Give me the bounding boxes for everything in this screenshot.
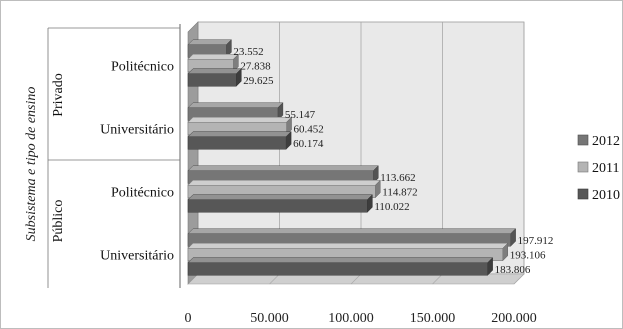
legend: 2012 2011 2010: [577, 134, 620, 203]
data-label-2010-3: 110.022: [374, 201, 409, 213]
x-tick-label: 50.000: [250, 311, 289, 326]
legend-item-2011: 2011: [577, 161, 619, 176]
bar-2010-3: [187, 194, 373, 213]
x-tick-label: 0: [185, 311, 192, 326]
category-label: Universitário: [100, 123, 174, 138]
x-tick-label: 100.000: [328, 311, 374, 326]
data-label-2011-1: 27.838: [240, 60, 271, 72]
axes-layer: 0 50.000 100.000 150.000 200.000 Politécnico U…: [24, 24, 537, 326]
group-label-1: Privado: [51, 73, 66, 117]
gridline-floor: [432, 273, 443, 285]
data-label-2012-1: 23.552: [233, 46, 263, 58]
data-label-2011-2: 60.452: [294, 123, 324, 135]
gridline-floor: [269, 273, 280, 285]
bar-2010-1: [187, 68, 242, 87]
legend-swatch: [577, 161, 589, 173]
bar-2010-2: [187, 131, 292, 150]
data-label-2012-3: 113.662: [380, 172, 415, 184]
legend-label: 2010: [592, 188, 620, 203]
data-label-2010-4: 183.806: [495, 264, 531, 276]
y-axis-title: Subsistema e tipo de ensino: [24, 87, 39, 242]
gridline-floor: [513, 273, 525, 285]
category-label: Politécnico: [111, 186, 174, 201]
bar-2010-4: [187, 257, 494, 276]
legend-swatch: [577, 188, 589, 200]
x-tick-label: 150.000: [410, 311, 456, 326]
legend-swatch: [577, 134, 589, 146]
gridline-floor: [350, 273, 362, 285]
category-label: Politécnico: [111, 60, 174, 75]
data-label-2010-2: 60.174: [293, 138, 324, 150]
x-tick-label: 200.000: [491, 311, 537, 326]
data-label-2011-3: 114.872: [382, 186, 417, 198]
legend-item-2012: 2012: [577, 134, 620, 149]
data-labels-layer: 23.552 27.838 29.625 55.147 60.452 60.174 113.…: [233, 46, 553, 276]
data-label-2012-4: 197.912: [518, 235, 554, 247]
legend-label: 2012: [592, 134, 620, 149]
data-label-2010-1: 29.625: [243, 75, 274, 87]
legend-label: 2011: [592, 161, 619, 176]
category-label: Universitário: [100, 249, 174, 264]
group-label-2: Público: [51, 200, 66, 243]
data-label-2011-4: 193.106: [510, 249, 546, 261]
legend-item-2010: 2010: [577, 188, 620, 203]
bars-layer: [187, 39, 517, 276]
data-label-2012-2: 55.147: [285, 109, 316, 121]
